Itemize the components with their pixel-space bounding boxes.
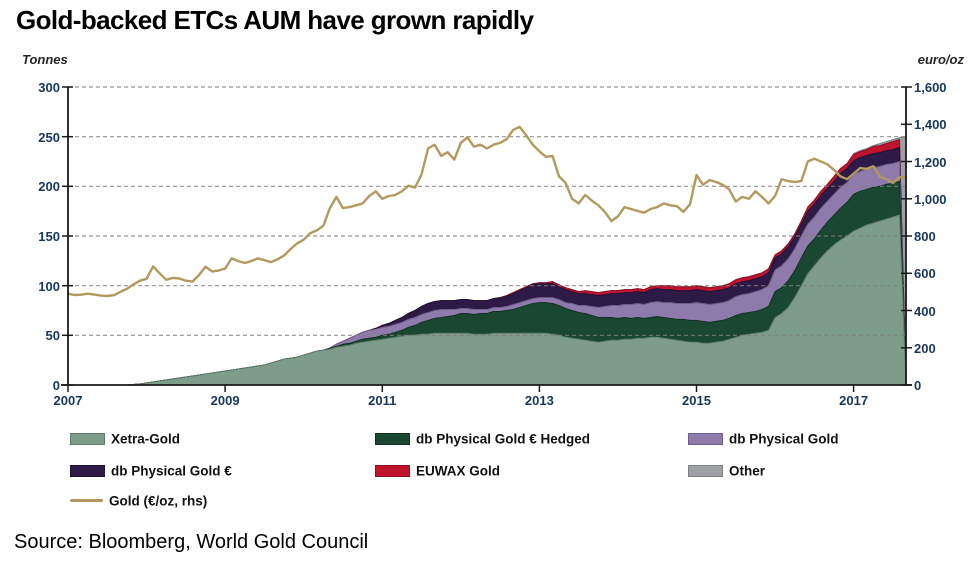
legend-swatch-xetra-gold xyxy=(70,432,105,445)
legend-item-xetra-gold: Xetra-Gold xyxy=(70,430,180,446)
y-axis-tick-label: 200 xyxy=(914,340,936,356)
legend-swatch-db-physical-gold xyxy=(688,432,723,445)
legend-swatch-db-physical-gold-eur xyxy=(70,464,105,477)
legend-item-gold-price-line: Gold (€/oz, rhs) xyxy=(70,492,207,508)
chart-title: Gold-backed ETCs AUM have grown rapidly xyxy=(16,5,534,35)
legend-swatch-db-physical-gold-eur-hedged xyxy=(375,432,410,445)
y-axis-tick-label: 400 xyxy=(914,303,936,319)
x-axis-tick-label: 2011 xyxy=(368,393,397,408)
legend-item-db-physical-gold: db Physical Gold xyxy=(688,430,839,446)
legend-item-db-physical-gold-eur: db Physical Gold € xyxy=(70,462,232,478)
legend-label: db Physical Gold € Hedged xyxy=(416,431,591,447)
legend-label: Xetra-Gold xyxy=(111,431,181,447)
y-axis-tick-label: 250 xyxy=(38,129,60,145)
y-axis-tick-label: 600 xyxy=(914,266,936,282)
y-axis-tick-label: 1,200 xyxy=(914,154,947,170)
legend-item-other: Other xyxy=(688,462,765,478)
legend-label: db Physical Gold xyxy=(729,431,839,447)
x-axis-tick-label: 2017 xyxy=(839,393,869,408)
x-axis-tick-label: 2007 xyxy=(53,393,83,408)
y-axis-tick-label: 0 xyxy=(52,378,60,393)
y-axis-tick-label: 1,600 xyxy=(914,80,947,95)
y-axis-tick-label: 50 xyxy=(45,328,60,344)
y-axis-tick-label: 100 xyxy=(38,278,60,294)
legend-label: db Physical Gold € xyxy=(111,463,232,479)
y-axis-tick-label: 150 xyxy=(38,229,60,244)
right-axis-unit-label: euro/oz xyxy=(917,52,964,67)
x-axis-tick-label: 2013 xyxy=(524,393,554,408)
legend-swatch-gold-price-line xyxy=(70,499,103,503)
y-axis-tick-label: 300 xyxy=(38,80,60,95)
left-axis-unit-label: Tonnes xyxy=(22,52,68,67)
y-axis-tick-label: 0 xyxy=(914,378,922,393)
area-series xyxy=(68,214,907,386)
legend-item-db-physical-gold-eur-hedged: db Physical Gold € Hedged xyxy=(375,430,590,446)
y-axis-tick-label: 1,400 xyxy=(914,117,947,133)
source-attribution: Source: Bloomberg, World Gold Council xyxy=(14,531,369,553)
legend-swatch-euwax-gold xyxy=(375,464,410,477)
legend-item-euwax-gold: EUWAX Gold xyxy=(375,462,500,478)
y-axis-tick-label: 200 xyxy=(38,179,60,195)
legend-label: EUWAX Gold xyxy=(416,463,500,479)
x-axis-tick-label: 2009 xyxy=(210,393,240,408)
x-axis-tick-label: 2015 xyxy=(682,393,711,408)
legend-label: Other xyxy=(729,463,766,479)
legend-swatch-other xyxy=(688,464,723,477)
legend-label: Gold (€/oz, rhs) xyxy=(109,493,208,509)
y-axis-tick-label: 800 xyxy=(914,229,936,244)
gold-price-line xyxy=(66,125,908,298)
y-axis-tick-label: 1,000 xyxy=(914,191,947,207)
